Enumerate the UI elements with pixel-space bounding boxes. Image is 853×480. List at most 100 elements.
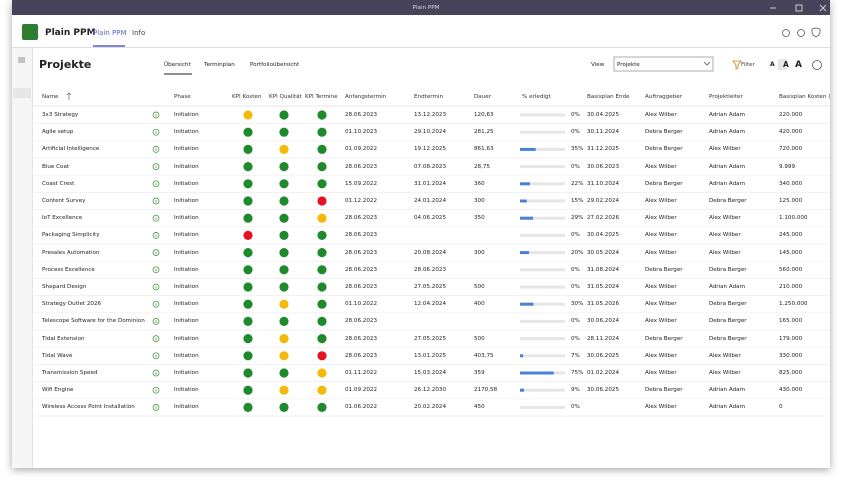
column-header[interactable]: Phase — [174, 94, 191, 100]
cell[interactable]: Telescope Software for the Dominion — [42, 318, 145, 325]
cell[interactable]: Strategy Outlet 2026 — [42, 301, 102, 308]
cell[interactable]: 3x3 Strategy — [42, 112, 79, 118]
cell: Alex Wilber — [709, 370, 741, 376]
cell: 28.06.2023 — [345, 266, 378, 273]
progress-label: 9% — [571, 387, 580, 394]
cell: Adrian Adam — [709, 404, 746, 411]
cell: 28.06.2023 — [345, 318, 378, 325]
cell: Alex Wilber — [645, 232, 677, 239]
cell[interactable]: Content Survey — [42, 198, 86, 204]
cell: 30.06.2023 — [587, 163, 620, 170]
column-header[interactable]: Basisplan Ende — [587, 94, 630, 100]
cell: 28.06.2023 — [345, 215, 378, 222]
cell: Initiation — [174, 112, 199, 118]
cell[interactable]: Tidal Extension — [42, 335, 85, 342]
nav-tab[interactable]: Plain PPM — [93, 29, 127, 37]
view-label: View — [591, 62, 605, 68]
cell: 28.11.2024 — [587, 335, 620, 342]
filter-button[interactable]: Filter — [741, 62, 755, 68]
cell[interactable]: Tidal Wave — [42, 352, 73, 359]
font-size-button[interactable]: A — [770, 61, 775, 68]
cell: 28.06.2023 — [345, 112, 378, 118]
cell: Initiation — [174, 180, 199, 187]
cell: Adrian Adam — [709, 284, 746, 290]
kpi-indicator — [279, 144, 289, 154]
kpi-indicator — [317, 299, 327, 309]
cell: Debra Berger — [709, 266, 747, 273]
cell: Initiation — [174, 266, 199, 273]
cell: 01.09.2022 — [345, 146, 378, 153]
cell[interactable]: Packaging Simplicity — [42, 232, 100, 239]
kpi-indicator — [243, 368, 253, 378]
cell[interactable]: Shepard Design — [42, 284, 87, 290]
kpi-indicator — [317, 282, 327, 292]
info-icon — [152, 128, 160, 136]
cell[interactable]: Agile setup — [42, 129, 74, 136]
cell: Initiation — [174, 198, 199, 204]
cell: 15.09.2022 — [345, 180, 378, 187]
cell[interactable]: Wireless Access Point Installation — [42, 404, 135, 411]
info-icon — [152, 283, 160, 291]
progress-bar — [520, 182, 530, 186]
font-size-button[interactable]: A — [795, 60, 802, 70]
info-icon — [152, 386, 160, 394]
column-header[interactable]: Endtermin — [414, 94, 444, 100]
column-header[interactable]: KPI Termine — [305, 94, 338, 100]
kpi-indicator — [279, 265, 289, 275]
cell: Alex Wilber — [645, 198, 677, 204]
kpi-indicator — [243, 179, 253, 189]
progress-label: 30% — [571, 301, 584, 308]
kpi-indicator — [317, 213, 327, 223]
cell: 12.04.2024 — [414, 301, 447, 308]
kpi-indicator — [317, 385, 327, 395]
cell: 31.05.2024 — [587, 284, 620, 290]
font-size-button[interactable]: A — [783, 60, 789, 69]
cell[interactable]: Process Excellence — [42, 266, 95, 273]
cell: 28.06.2023 — [345, 232, 378, 239]
header-divider — [12, 47, 830, 48]
kpi-indicator — [317, 127, 327, 137]
cell[interactable]: Transmission Speed — [42, 370, 98, 376]
cell: Debra Berger — [709, 301, 747, 308]
cell: Initiation — [174, 370, 199, 376]
info-icon — [152, 369, 160, 377]
cell: 145.000 — [779, 249, 803, 256]
kpi-indicator — [317, 265, 327, 275]
cell: 1.250.000 — [779, 301, 808, 308]
cell: 1.100.000 — [779, 215, 808, 222]
cell[interactable]: IoT Excellence — [42, 215, 83, 222]
sidebar — [12, 48, 33, 468]
column-header[interactable]: Projektleiter — [709, 94, 743, 100]
kpi-indicator — [243, 265, 253, 275]
cell[interactable]: Presales Automation — [42, 249, 100, 256]
view-tab[interactable]: Terminplan — [204, 62, 235, 68]
info-icon — [152, 404, 160, 411]
cell: 281,25 — [474, 129, 494, 136]
cell[interactable]: Coast Crest — [42, 180, 75, 187]
column-header[interactable]: Name — [42, 94, 59, 100]
progress-track — [520, 319, 565, 323]
info-icon — [152, 163, 160, 170]
cell: 01.09.2022 — [345, 387, 378, 394]
nav-tab[interactable]: Info — [132, 29, 146, 37]
column-header[interactable]: % erledigt — [522, 94, 551, 100]
progress-track — [520, 302, 565, 306]
column-header[interactable]: Anfangstermin — [345, 94, 387, 100]
cell: Alex Wilber — [645, 215, 677, 222]
column-header[interactable]: KPI Qualität — [269, 94, 302, 100]
column-header[interactable]: Auftraggeber — [645, 94, 682, 100]
cell: 500 — [474, 335, 485, 342]
kpi-indicator — [279, 402, 289, 412]
view-select[interactable]: Projekte — [617, 62, 640, 68]
cell[interactable]: Blue Coat — [42, 163, 70, 170]
column-header[interactable]: KPI Kosten — [232, 94, 262, 100]
cell[interactable]: Artificial Intelligence — [42, 146, 100, 153]
progress-track — [520, 165, 565, 169]
cell[interactable]: Wifi Engine — [42, 387, 74, 394]
column-header[interactable]: Dauer — [474, 94, 492, 100]
view-tab[interactable]: Portfolioübersicht — [250, 62, 300, 68]
column-header[interactable]: Basisplan Kosten (€) — [779, 94, 830, 100]
progress-track — [520, 233, 565, 237]
cell: Alex Wilber — [645, 370, 677, 376]
view-tab[interactable]: Übersicht — [164, 62, 191, 68]
